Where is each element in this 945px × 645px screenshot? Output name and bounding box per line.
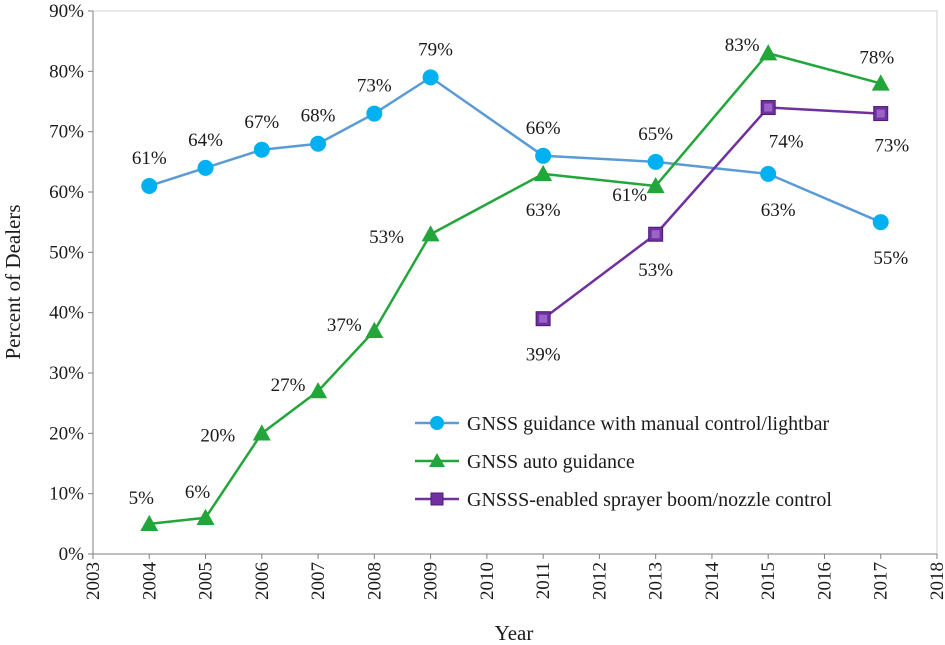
data-label: 63% <box>761 200 796 221</box>
y-tick-label: 80% <box>49 61 84 82</box>
data-point-marker <box>141 177 158 194</box>
x-tick-label: 2013 <box>646 562 667 600</box>
legend-marker <box>430 492 444 506</box>
x-tick-label: 2005 <box>196 562 217 600</box>
y-tick-label: 10% <box>49 484 84 505</box>
data-label: 66% <box>526 118 561 139</box>
data-point-marker <box>871 74 890 91</box>
data-point-marker <box>646 176 665 194</box>
data-label: 73% <box>357 76 392 97</box>
series-line <box>542 106 881 320</box>
y-tick-label: 40% <box>49 303 84 324</box>
data-point-marker-inner <box>651 230 660 239</box>
x-tick-label: 2004 <box>139 562 160 601</box>
data-point-marker <box>197 159 214 176</box>
legend-marker <box>430 416 444 430</box>
data-label: 78% <box>859 47 894 68</box>
legend-marker <box>429 453 445 467</box>
data-point-marker <box>310 135 327 152</box>
y-tick-label: 50% <box>49 242 84 263</box>
data-label: 5% <box>129 488 155 509</box>
data-point-marker <box>309 382 328 399</box>
x-tick-label: 2015 <box>758 562 779 600</box>
data-point-marker <box>760 165 777 182</box>
data-point-marker <box>647 153 664 170</box>
x-tick-label: 2012 <box>589 562 610 600</box>
series-line <box>148 76 882 224</box>
data-label: 79% <box>418 39 453 60</box>
data-label: 63% <box>526 200 561 221</box>
data-point-marker <box>421 225 440 242</box>
legend-label: GNSS auto guidance <box>467 451 635 473</box>
x-tick-label: 2016 <box>814 562 835 600</box>
data-label: 73% <box>874 136 909 157</box>
data-label: 67% <box>244 112 279 133</box>
y-tick-label: 20% <box>49 423 84 444</box>
series-line <box>149 51 882 526</box>
x-tick-label: 2010 <box>477 562 498 600</box>
data-label: 27% <box>271 375 306 396</box>
data-point-marker <box>872 214 889 231</box>
data-label: 6% <box>185 482 211 503</box>
y-tick-label: 30% <box>49 363 84 384</box>
data-label: 53% <box>638 260 673 281</box>
data-point-marker-inner <box>539 314 548 323</box>
x-tick-label: 2009 <box>421 562 442 600</box>
data-label: 61% <box>132 148 167 169</box>
x-axis-title: Year <box>495 621 534 645</box>
data-label: 61% <box>612 185 647 206</box>
x-tick-label: 2007 <box>308 562 329 600</box>
x-tick-label: 2003 <box>83 562 104 600</box>
data-label: 74% <box>769 132 804 153</box>
legend-label: GNSSS-enabled sprayer boom/nozzle contro… <box>467 489 832 511</box>
data-label: 83% <box>725 35 760 56</box>
y-tick-label: 90% <box>49 1 84 22</box>
y-tick-label: 70% <box>49 122 84 143</box>
data-label: 55% <box>873 248 908 269</box>
data-point-marker <box>759 44 778 61</box>
x-tick-label: 2014 <box>702 562 723 601</box>
x-tick-label: 2011 <box>533 562 554 599</box>
data-point-marker <box>252 424 271 441</box>
data-point-marker-inner <box>876 109 885 118</box>
data-label: 68% <box>301 106 336 127</box>
data-label: 37% <box>327 315 362 336</box>
x-tick-label: 2006 <box>252 562 273 600</box>
legend-label: GNSS guidance with manual control/lightb… <box>467 413 829 435</box>
data-point-marker-inner <box>764 103 773 112</box>
data-point-marker <box>422 69 439 86</box>
data-point-marker <box>366 105 383 122</box>
data-point-marker <box>140 514 159 532</box>
data-label: 39% <box>526 345 561 366</box>
x-tick-label: 2017 <box>871 562 892 600</box>
plot-area <box>92 10 938 555</box>
data-label: 64% <box>188 130 223 151</box>
x-tick-label: 2018 <box>927 562 945 600</box>
data-point-marker <box>196 508 215 525</box>
x-tick-label: 2008 <box>364 562 385 600</box>
data-point-marker <box>534 164 553 182</box>
data-point-marker <box>253 141 270 158</box>
data-label: 53% <box>369 227 404 248</box>
y-axis-title: Percent of Dealers <box>1 204 25 359</box>
y-tick-label: 0% <box>59 544 85 565</box>
data-label: 65% <box>638 124 673 145</box>
y-tick-label: 60% <box>49 182 84 203</box>
data-point-marker <box>365 321 384 338</box>
data-point-marker <box>535 147 552 164</box>
data-label: 20% <box>200 425 235 446</box>
